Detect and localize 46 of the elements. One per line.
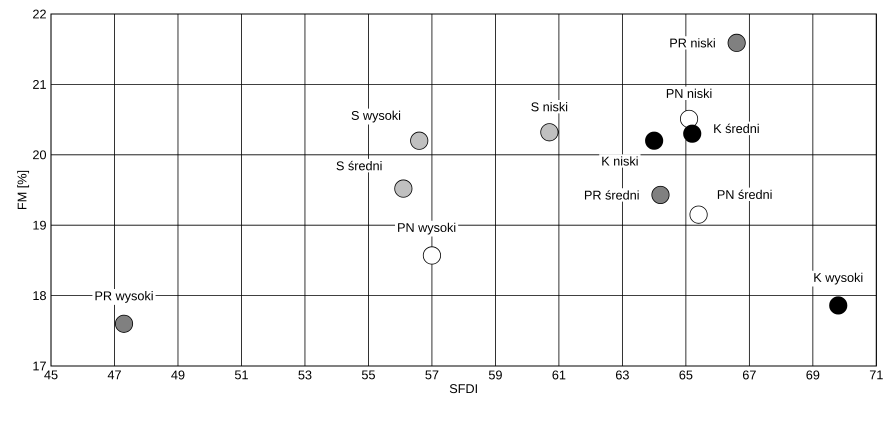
y-tick-label: 19: [33, 220, 46, 230]
y-tick-label: 21: [33, 80, 46, 89]
annotation: PR niski: [670, 38, 715, 48]
point: [683, 124, 702, 143]
annotation: PN średni: [718, 190, 772, 200]
x-tick-label: 57: [425, 370, 438, 380]
annotation: K wysoki: [814, 272, 862, 285]
point: [728, 34, 746, 52]
point: [114, 314, 134, 333]
annotation: PN wysoki: [398, 222, 456, 235]
y-tick-label: 17: [33, 362, 46, 370]
y-tick-label: 18: [33, 291, 46, 300]
x-tick-label: 61: [552, 370, 566, 380]
point: [645, 132, 664, 150]
point: [422, 246, 441, 265]
x-tick-label: 59: [488, 370, 502, 380]
x-tick-label: 49: [171, 370, 184, 380]
y-tick-label: 20: [33, 150, 46, 160]
x-tick-label: 51: [234, 370, 248, 380]
x-tick-label: 65: [679, 370, 692, 380]
x-tick-label: 47: [108, 370, 121, 380]
x-tick-label: 55: [362, 370, 375, 380]
x-axis-title: SFDI: [450, 384, 477, 394]
annotation: S niski: [531, 102, 568, 112]
point: [829, 296, 848, 315]
point: [651, 186, 670, 204]
y-axis-title: FM [%]: [17, 170, 30, 210]
x-tick-label: 45: [44, 370, 58, 380]
point: [540, 123, 558, 142]
y-tick-label: 22: [33, 10, 46, 18]
annotation: PR wysoki: [96, 291, 153, 303]
annotation: K niski: [602, 156, 638, 166]
point: [690, 206, 708, 224]
annotation: S wysoki: [352, 110, 400, 122]
x-tick-label: 67: [742, 370, 756, 380]
point: [680, 110, 698, 128]
annotation: K średni: [714, 124, 759, 134]
x-tick-label: 69: [806, 370, 820, 380]
annotation: PR średni: [584, 190, 639, 200]
annotation: S średni: [336, 160, 382, 170]
x-tick-label: 53: [298, 370, 312, 380]
x-tick-label: 71: [870, 370, 883, 380]
x-tick-label: 63: [616, 370, 629, 380]
annotation: PN niski: [666, 88, 712, 98]
point: [410, 132, 428, 150]
point: [394, 180, 412, 198]
